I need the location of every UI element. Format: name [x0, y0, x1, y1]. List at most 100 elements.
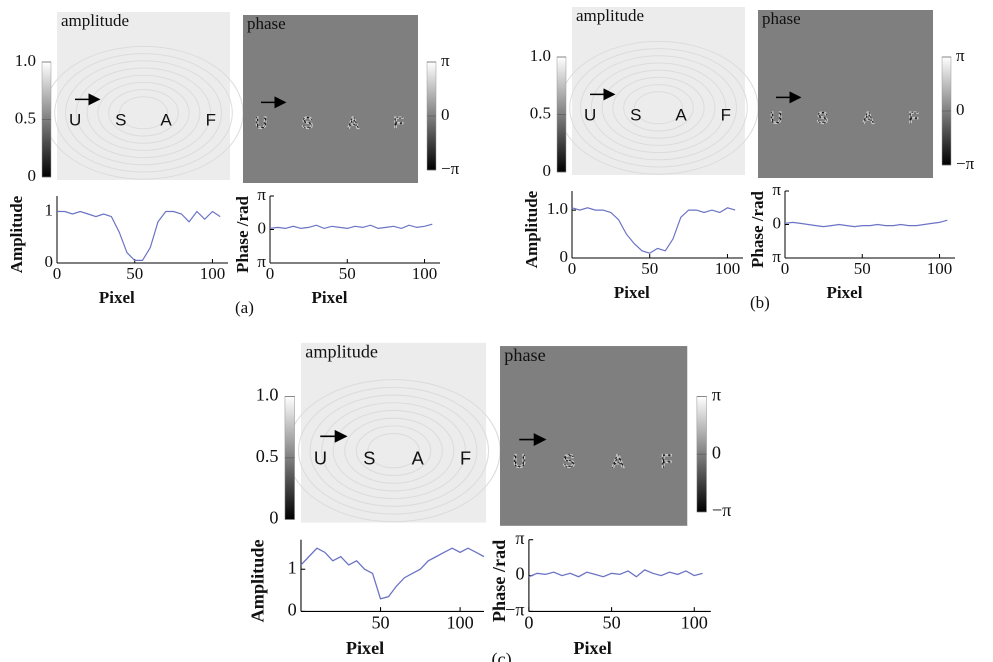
colorbar-tick-label: 0 [543, 161, 552, 180]
y-tick-label: 0 [258, 218, 267, 237]
image-ripple [355, 425, 432, 477]
data-line [571, 207, 736, 254]
image-amplitude [572, 7, 745, 175]
image-ripple [108, 89, 179, 137]
x-tick-label: 100 [412, 264, 438, 283]
x-tick-label: 0 [524, 612, 533, 632]
colorbar-tick-label: 1.0 [256, 385, 279, 405]
panel-label: (a) [235, 298, 254, 317]
colorbar-tick-label: π [441, 51, 450, 70]
colorbar-tick-label: −π [956, 154, 975, 173]
data-line [528, 569, 703, 578]
image-title: amplitude [576, 6, 644, 25]
image-ripple [623, 84, 694, 132]
image-title: phase [247, 14, 286, 33]
y-tick-label: 0 [560, 247, 569, 266]
y-tick-label: 1 [288, 557, 297, 577]
y-tick-label: 0 [516, 564, 525, 584]
x-axis-label: Pixel [346, 638, 384, 658]
colorbar-tick-label: 0.5 [530, 103, 551, 122]
colorbar-tick-label: −π [712, 500, 731, 520]
x-tick-label: 100 [446, 612, 473, 632]
colorbar-tick-label: 0 [269, 508, 278, 528]
x-tick-label: 0 [53, 264, 62, 283]
x-axis-label: Pixel [99, 288, 135, 307]
image-ripple [65, 60, 222, 166]
data-line [269, 223, 433, 230]
x-tick-label: 100 [681, 612, 708, 632]
y-axis-label: Phase /rad [748, 190, 767, 268]
x-tick-label: 0 [266, 264, 275, 283]
y-tick-label: π [257, 185, 266, 204]
image-ripple [309, 394, 478, 507]
data-line [784, 219, 948, 228]
image-ripple [97, 81, 190, 144]
y-tick-label: π [515, 528, 524, 548]
colorbar-tick-label: 1.0 [530, 46, 551, 65]
colorbar-tick-label: 0 [712, 442, 721, 462]
x-tick-label: 50 [602, 612, 620, 632]
x-tick-label: 100 [927, 259, 953, 278]
y-tick-label: −π [505, 600, 524, 620]
colorbar-tick-label: π [956, 46, 965, 65]
image-ripple [119, 96, 168, 130]
y-tick-label: 0 [288, 600, 297, 620]
colorbar-tick-label: π [712, 385, 721, 405]
x-tick-label: 50 [126, 264, 143, 283]
colorbar-tick-label: 0 [441, 105, 450, 124]
image-phase [500, 346, 688, 526]
data-line [57, 210, 221, 261]
x-axis-label: Pixel [573, 638, 611, 658]
image-title: phase [504, 345, 545, 365]
x-tick-label: 100 [715, 259, 741, 278]
image-ripple [86, 74, 201, 151]
x-axis-label: Pixel [614, 283, 650, 302]
x-tick-label: 0 [568, 259, 577, 278]
image-ripple [332, 409, 455, 492]
x-axis-label: Pixel [312, 288, 348, 307]
y-axis-label: Amplitude [522, 190, 541, 268]
image-title: amplitude [305, 342, 378, 362]
x-axis-label: Pixel [827, 283, 863, 302]
image-phase [243, 15, 418, 183]
image-ripple [590, 62, 727, 154]
image-ripple [634, 91, 683, 125]
panel-label: (c) [491, 649, 511, 662]
image-ripple [75, 67, 212, 159]
y-axis-label: Phase /rad [233, 195, 252, 273]
image-ripple [367, 433, 420, 469]
colorbar-tick-label: 0.5 [256, 446, 279, 466]
y-axis-label: Amplitude [247, 539, 267, 622]
x-tick-label: 50 [854, 259, 871, 278]
x-tick-label: 50 [339, 264, 356, 283]
y-tick-label: π [257, 252, 266, 271]
image-ripple [344, 417, 443, 484]
colorbar-tick-label: 0 [956, 100, 965, 119]
colorbar-tick-label: 0 [28, 166, 37, 185]
y-tick-label: 0 [45, 252, 54, 271]
image-ripple [612, 76, 705, 139]
y-tick-label: π [772, 247, 781, 266]
x-tick-label: 50 [641, 259, 658, 278]
image-ripple [601, 69, 716, 146]
y-tick-label: π [772, 180, 781, 199]
image-ripple [54, 53, 233, 173]
image-ripple [580, 55, 737, 161]
colorbar-tick-label: 0.5 [15, 108, 36, 127]
colorbar-tick-label: −π [441, 159, 460, 178]
image-ripple [569, 48, 748, 168]
colorbar-tick-label: 1.0 [15, 51, 36, 70]
x-tick-label: 50 [371, 612, 389, 632]
x-tick-label: 100 [200, 264, 226, 283]
x-tick-label: 0 [781, 259, 790, 278]
y-tick-label: 0 [773, 213, 782, 232]
image-ripple [297, 386, 490, 515]
image-title: phase [762, 9, 801, 28]
y-tick-label: 1.0 [547, 199, 568, 218]
panel-label: (b) [750, 293, 770, 312]
image-title: amplitude [61, 11, 129, 30]
